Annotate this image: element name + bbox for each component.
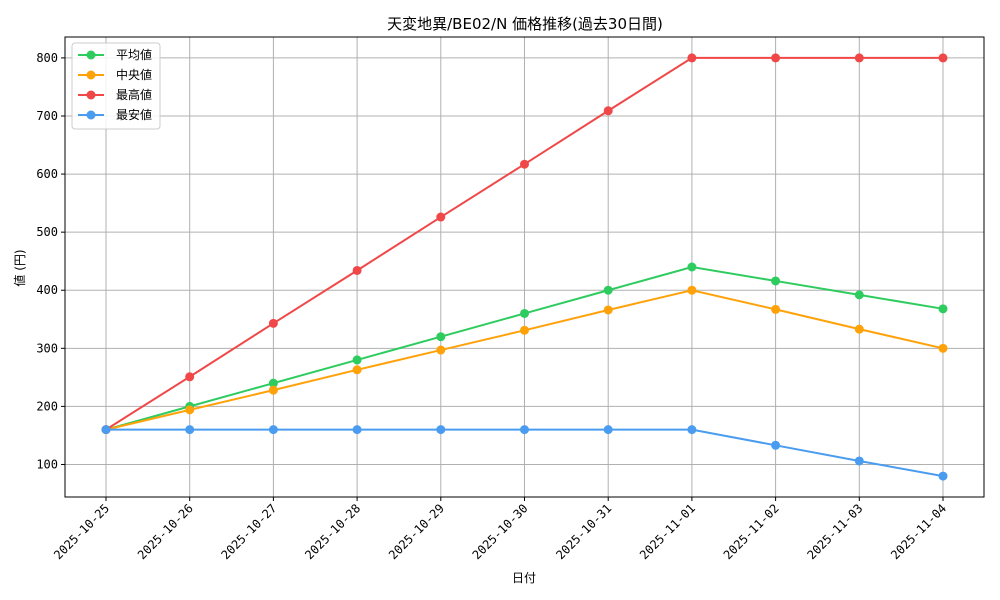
data-point: [268, 318, 278, 328]
y-tick-label: 600: [36, 167, 58, 181]
x-tick-label: 2025-10-25: [51, 501, 112, 562]
x-axis: 2025-10-25 2025-10-26 2025-10-27 2025-10-28…: [51, 497, 949, 562]
legend-box: [71, 42, 161, 130]
data-point: [352, 355, 362, 365]
legend-marker: [86, 110, 96, 120]
grid: [65, 37, 984, 497]
legend-item: 中央値: [78, 67, 152, 82]
data-point: [771, 53, 781, 63]
data-point: [520, 308, 529, 318]
y-tick-label: 700: [36, 109, 58, 123]
legend-item: 最安値: [78, 107, 152, 122]
data-point: [101, 425, 111, 435]
legend-marker: [86, 70, 96, 80]
data-point: [687, 262, 697, 272]
data-point: [185, 405, 195, 415]
data-point: [352, 265, 362, 275]
data-point: [520, 425, 529, 435]
x-tick-label: 2025-11-03: [804, 501, 865, 562]
data-point: [854, 456, 864, 466]
data-point: [687, 425, 697, 435]
data-point: [352, 365, 362, 375]
x-tick-label: 2025-11-01: [637, 501, 698, 562]
data-point: [938, 471, 948, 481]
data-point: [854, 53, 864, 63]
data-point: [854, 324, 864, 334]
legend-label: 中央値: [116, 67, 152, 82]
y-axis-label: 値 (円): [12, 249, 27, 286]
series-group: [101, 53, 948, 481]
chart-title: 天変地異/BE02/N 価格推移(過去30日間): [387, 15, 663, 33]
data-point: [436, 332, 446, 342]
data-point: [771, 276, 781, 286]
y-tick-label: 500: [36, 225, 58, 239]
data-point: [938, 343, 948, 353]
data-point: [854, 290, 864, 300]
x-tick-label: 2025-10-28: [302, 501, 363, 562]
legend-item: 平均値: [78, 47, 152, 62]
x-tick-label: 2025-11-04: [888, 501, 949, 562]
legend-marker: [86, 50, 96, 60]
legend-label: 最安値: [116, 107, 152, 122]
data-point: [771, 304, 781, 314]
y-tick-label: 100: [36, 457, 58, 471]
series-最安値: [101, 425, 948, 481]
x-tick-label: 2025-11-02: [721, 501, 782, 562]
data-point: [687, 285, 697, 295]
data-point: [268, 385, 278, 395]
x-tick-label: 2025-10-29: [386, 501, 447, 562]
data-point: [185, 372, 195, 382]
data-point: [436, 212, 446, 222]
data-point: [687, 53, 697, 63]
data-point: [352, 425, 362, 435]
data-point: [268, 378, 278, 388]
data-point: [771, 440, 781, 450]
y-tick-label: 400: [36, 283, 58, 297]
y-axis: 100 200 300 400 500 600 700 800: [36, 51, 65, 471]
legend-item: 最高値: [78, 87, 152, 102]
data-point: [520, 325, 529, 335]
data-point: [603, 305, 613, 315]
x-tick-label: 2025-10-26: [135, 501, 196, 562]
y-tick-label: 800: [36, 51, 58, 65]
data-point: [185, 425, 195, 435]
data-point: [436, 425, 446, 435]
x-tick-label: 2025-10-31: [553, 501, 614, 562]
data-point: [603, 106, 613, 116]
legend-marker: [86, 90, 96, 100]
data-point: [436, 345, 446, 355]
data-point: [603, 425, 613, 435]
x-tick-label: 2025-10-27: [219, 501, 280, 562]
data-point: [603, 285, 613, 295]
data-point: [520, 159, 529, 169]
data-point: [938, 304, 948, 314]
legend-label: 平均値: [116, 47, 152, 62]
x-tick-label: 2025-10-30: [470, 501, 531, 562]
y-tick-label: 300: [36, 341, 58, 355]
legend-label: 最高値: [116, 87, 152, 102]
y-tick-label: 200: [36, 399, 58, 413]
data-point: [268, 425, 278, 435]
x-axis-label: 日付: [512, 571, 536, 585]
data-point: [938, 53, 948, 63]
